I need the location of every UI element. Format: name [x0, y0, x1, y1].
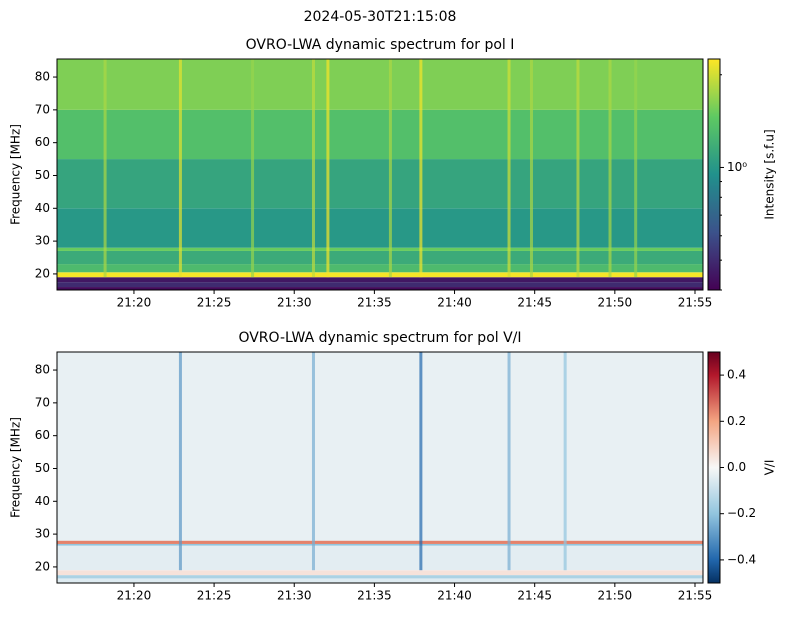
- heatmap: [57, 352, 703, 583]
- spectrum-band: [57, 570, 703, 576]
- y-tick-label: 80: [35, 70, 50, 84]
- colorbar-tick-label: 0.2: [727, 414, 746, 428]
- colorbar-tick-label: 10⁰: [727, 160, 747, 174]
- y-tick-label: 70: [35, 395, 50, 409]
- x-tick-label: 21:25: [197, 296, 232, 310]
- x-tick-label: 21:55: [678, 589, 713, 603]
- y-tick-label: 50: [35, 461, 50, 475]
- y-tick-label: 40: [35, 201, 50, 215]
- x-tick-label: 21:45: [517, 296, 552, 310]
- y-tick-label: 50: [35, 168, 50, 182]
- spectrum-band: [57, 578, 703, 583]
- y-tick-label: 80: [35, 363, 50, 377]
- burst: [507, 352, 511, 571]
- burst: [634, 59, 638, 278]
- axes-frame: [56, 58, 704, 291]
- axes-frame: [56, 351, 704, 584]
- colorbar-label: V/I: [763, 460, 777, 476]
- burst: [507, 59, 511, 278]
- x-tick-label: 21:50: [598, 296, 633, 310]
- y-axis-label: Frequency [MHz]: [9, 124, 23, 225]
- burst: [388, 59, 392, 278]
- burst: [178, 59, 182, 278]
- colorbar: [707, 58, 721, 291]
- burst: [608, 59, 612, 278]
- colorbar-tick-label: −0.2: [727, 506, 756, 520]
- spectrum-band: [57, 575, 703, 579]
- spectrum-band: [57, 208, 703, 248]
- spectrum-band: [57, 543, 703, 546]
- burst: [103, 59, 107, 278]
- colorbar-tick-label: 0.4: [727, 368, 746, 382]
- burst: [311, 352, 315, 571]
- x-tick-label: 21:20: [117, 296, 152, 310]
- spectrum-band: [57, 352, 703, 541]
- burst: [419, 352, 423, 571]
- figure-title: 2024-05-30T21:15:08: [304, 9, 457, 25]
- y-tick-label: 30: [35, 234, 50, 248]
- y-tick-label: 20: [35, 266, 50, 280]
- x-tick-label: 21:35: [357, 296, 392, 310]
- x-tick-label: 21:50: [598, 589, 633, 603]
- axes-title: OVRO-LWA dynamic spectrum for pol I: [246, 37, 515, 53]
- x-tick-label: 21:45: [517, 589, 552, 603]
- y-tick-label: 40: [35, 494, 50, 508]
- burst: [576, 59, 580, 278]
- x-tick-label: 21:30: [277, 589, 312, 603]
- burst: [178, 352, 182, 571]
- y-tick-label: 70: [35, 102, 50, 116]
- spectrum-band: [57, 545, 703, 571]
- colorbar: [707, 351, 721, 584]
- burst: [251, 59, 255, 278]
- colorbar-tick-label: 0.0: [727, 460, 746, 474]
- heatmap: [57, 59, 703, 290]
- y-tick-label: 20: [35, 559, 50, 573]
- burst: [326, 59, 330, 278]
- spectrum-band: [57, 540, 703, 544]
- x-tick-label: 21:20: [117, 589, 152, 603]
- spectrum-band: [57, 159, 703, 209]
- x-tick-label: 21:30: [277, 296, 312, 310]
- y-tick-label: 30: [35, 527, 50, 541]
- burst: [529, 59, 533, 278]
- spectrum-band: [57, 272, 703, 278]
- spectrum-band: [57, 247, 703, 251]
- burst: [563, 352, 567, 571]
- spectrum-band: [57, 250, 703, 265]
- spectrum-band: [57, 277, 703, 283]
- x-tick-label: 21:25: [197, 589, 232, 603]
- colorbar-tick-label: −0.4: [727, 552, 756, 566]
- spectrum-band: [57, 282, 703, 288]
- x-tick-label: 21:40: [437, 296, 472, 310]
- y-tick-label: 60: [35, 428, 50, 442]
- y-axis-label: Frequency [MHz]: [9, 417, 23, 518]
- burst: [419, 59, 423, 278]
- spectrum-band: [57, 59, 703, 110]
- axes-title: OVRO-LWA dynamic spectrum for pol V/I: [238, 330, 521, 346]
- x-tick-label: 21:40: [437, 589, 472, 603]
- spectrum-band: [57, 109, 703, 160]
- x-tick-label: 21:55: [678, 296, 713, 310]
- spectrum-band: [57, 287, 703, 290]
- burst: [311, 59, 315, 278]
- spectrum-band: [57, 264, 703, 273]
- x-tick-label: 21:35: [357, 589, 392, 603]
- colorbar-label: Intensity [s.f.u]: [763, 129, 777, 219]
- y-tick-label: 60: [35, 135, 50, 149]
